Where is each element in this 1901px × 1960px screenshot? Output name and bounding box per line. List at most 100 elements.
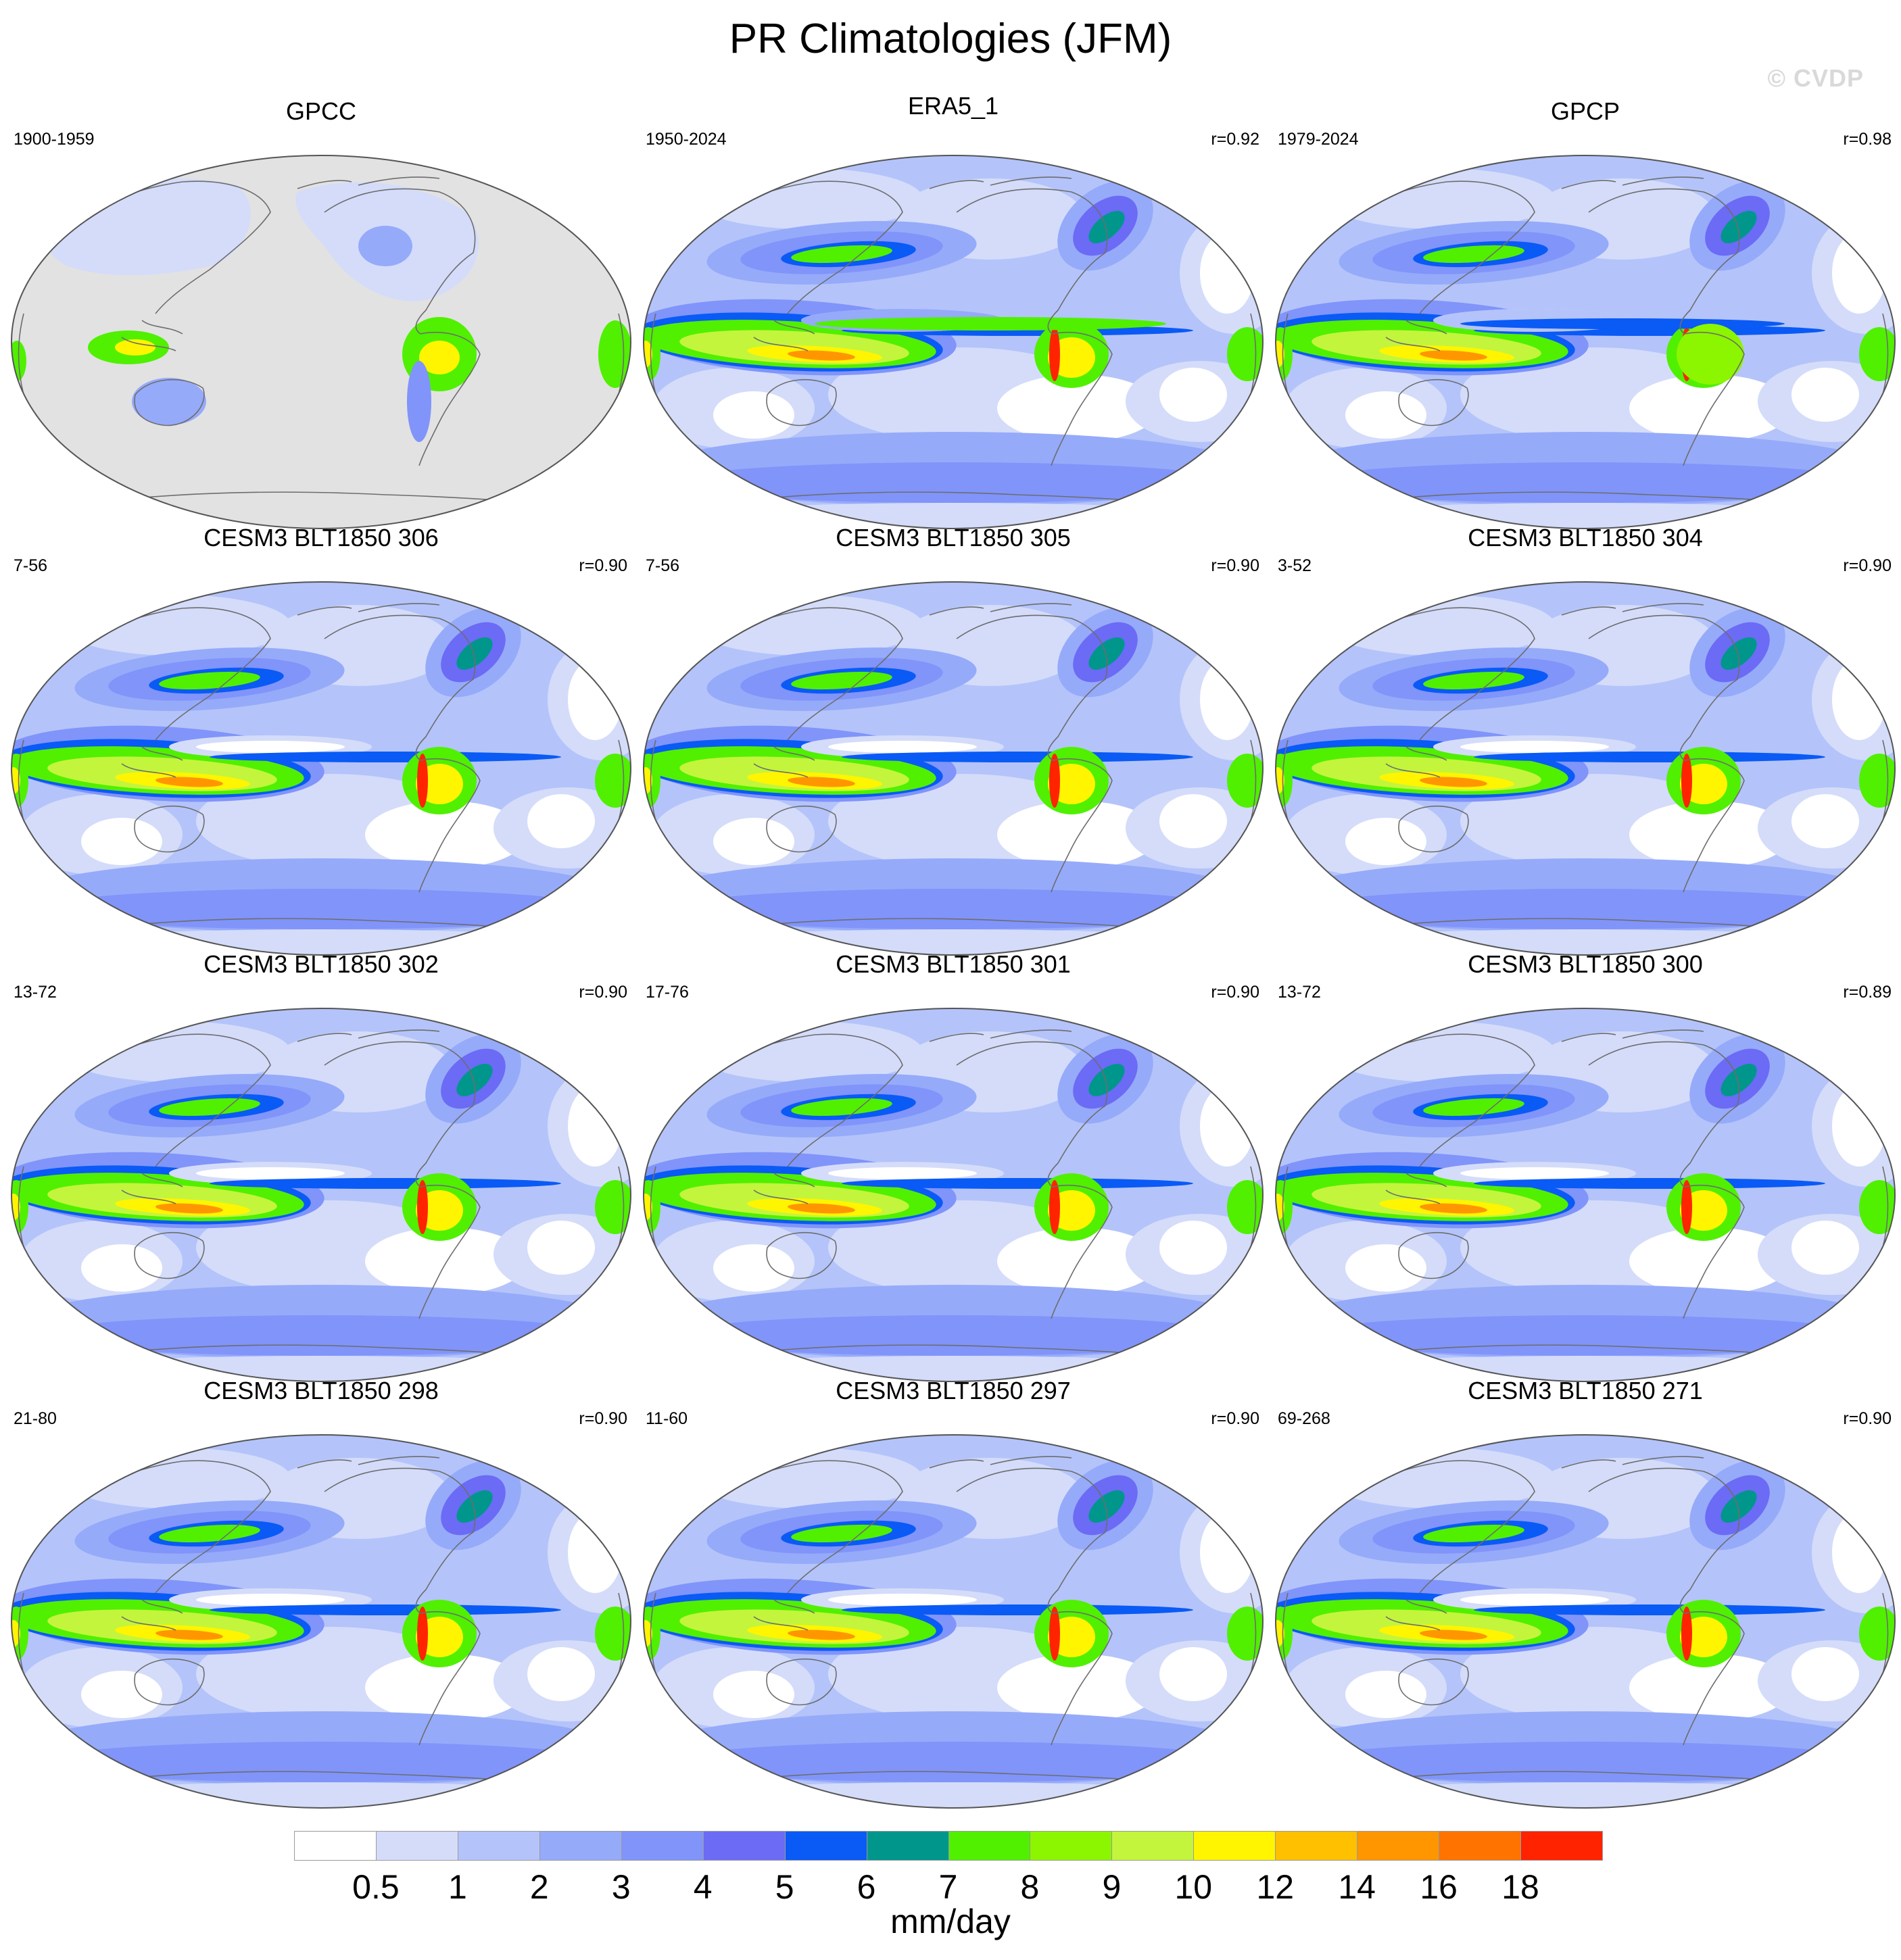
itcz-band [1420,1203,1487,1214]
coastline-north-america [956,614,1108,761]
coastline-south-america [1683,758,1745,893]
panel-years: 7-56 [14,556,48,575]
north-pacific-storm-track [1423,1098,1524,1117]
map-panel: GPCC 1900-1959 [7,96,635,529]
cold-tongue [1460,1167,1609,1179]
dry-zone [1791,1647,1859,1701]
panel-years: 13-72 [14,983,57,1002]
north-pacific-storm-track [159,671,260,690]
maritime-continent-precip [115,339,155,356]
panel-correlation: r=0.90 [1211,1409,1259,1428]
watermark: © CVDP [1767,64,1864,92]
map-border [1275,155,1896,529]
coastline-africa [650,1592,1257,1675]
panel-years: 1979-2024 [1278,130,1359,149]
coastline-north-america [956,1467,1108,1614]
coastline-maritime [121,746,183,778]
itcz-band [210,1178,561,1189]
dry-zone [568,1512,622,1593]
africa-rain [1859,754,1895,808]
map-border [11,581,631,956]
itcz-band [1420,777,1487,787]
global-map [1275,1434,1896,1809]
dry-zone [1629,801,1791,868]
panel-years: 1950-2024 [646,130,727,149]
africa-rain [1859,1607,1895,1661]
colorbar-swatch [375,1831,458,1861]
coastline-maritime [1385,1173,1447,1204]
map-panel: CESM3 BLT1850 304 3-52 r=0.90 [1271,522,1900,956]
africa-rain [11,1620,20,1647]
panel-correlation: r=0.90 [1843,556,1892,575]
dry-zone [568,659,622,740]
dry-zone [365,1227,527,1295]
colorbar [294,1831,1603,1862]
panel-correlation: r=0.90 [1211,983,1259,1002]
coastline-south-america [1683,331,1745,466]
cold-tongue [196,741,345,753]
dry-zone [1159,794,1227,848]
coastline-maritime [121,1599,183,1631]
coastline-north-america [324,1467,476,1614]
coastline-north-america [1588,1041,1740,1187]
southern-storm-track [1301,462,1869,503]
itcz-band [210,1604,561,1615]
panel-years: 1900-1959 [14,130,95,149]
coastline-south-america [1051,331,1113,466]
itcz-band-gpcp [1460,318,1785,329]
colorbar-swatch [539,1831,622,1861]
map-panel: CESM3 BLT1850 301 17-76 r=0.90 [639,949,1268,1382]
dry-zone [1345,1671,1426,1718]
panel-correlation: r=0.92 [1211,130,1259,149]
coastline-maritime [1385,746,1447,778]
coastline-arctic [1561,176,1704,189]
north-atlantic-storm-track [1720,211,1757,243]
north-pacific-storm-track [791,1098,892,1117]
coastline-arctic [1561,1456,1704,1469]
colorbar-tick-label: 1 [448,1868,467,1906]
north-atlantic-storm-track [456,1490,493,1523]
southern-storm-track [669,462,1237,503]
coastline-africa [18,313,625,395]
colorbar-swatch [948,1831,1031,1861]
panel-title: CESM3 BLT1850 301 [836,950,1071,978]
southern-storm-track [1301,1742,1869,1782]
global-map [11,155,631,529]
africa-rain [1227,1180,1263,1234]
coastline-africa [1282,1592,1889,1675]
map-panel: GPCP 1979-2024 r=0.98 [1271,96,1900,529]
coastline-south-america [1683,1184,1745,1319]
andes-rain [1049,1607,1060,1661]
map-panel: CESM3 BLT1850 302 13-72 r=0.90 [7,949,635,1382]
dry-zone [568,1085,622,1167]
north-atlantic-storm-track [1720,637,1757,670]
itcz-band [788,350,855,361]
coastline-arctic [297,603,440,616]
coastline-north-america [1588,614,1740,761]
africa-rain [11,767,20,794]
coastline-north-america [324,614,476,761]
coastline-maritime [753,320,815,351]
coastline-maritime [1385,1599,1447,1631]
panel-correlation: r=0.90 [579,556,627,575]
north-atlantic-storm-track [1720,1490,1757,1523]
africa-rain [1276,1620,1284,1647]
dry-zone [1832,1085,1886,1167]
dry-zone [713,1671,794,1718]
dry-zone [1629,1654,1791,1721]
colorbar-swatch [784,1831,867,1861]
coastline-arctic [929,176,1072,189]
global-map [643,1434,1264,1809]
itcz-band [842,1178,1193,1189]
north-atlantic-storm-track [456,637,493,670]
global-map [1275,1008,1896,1382]
colorbar-swatch [1520,1831,1603,1861]
figure-title: PR Climatologies (JFM) [729,16,1172,62]
north-pacific-storm-track [159,1524,260,1543]
colorbar-swatch [1357,1831,1440,1861]
panel-correlation: r=0.89 [1843,983,1892,1002]
southern-storm-track [1301,1315,1869,1356]
panel-title: CESM3 BLT1850 271 [1468,1377,1703,1404]
coastline-australia [1398,1231,1469,1279]
andes-rain [417,1180,428,1234]
